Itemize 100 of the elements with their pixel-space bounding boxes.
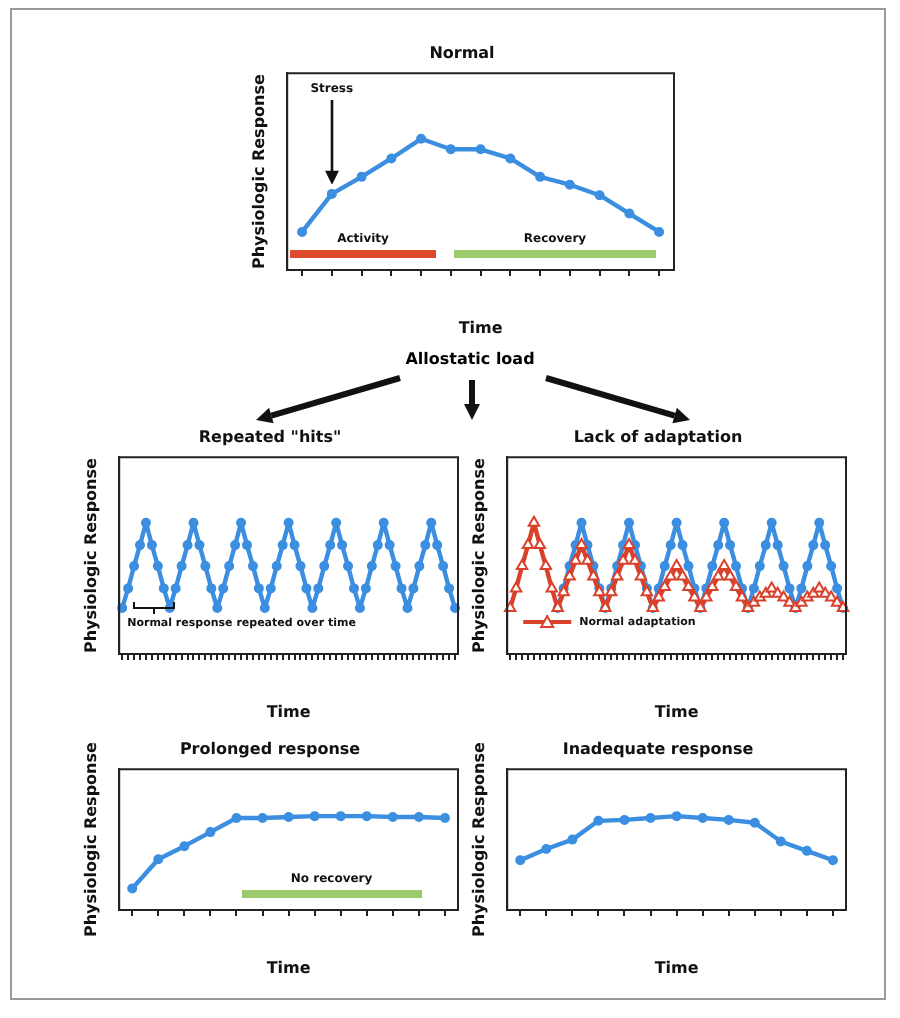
point	[683, 561, 694, 572]
point	[622, 538, 636, 550]
point	[659, 561, 670, 572]
point	[619, 814, 630, 825]
point	[707, 561, 718, 572]
point	[182, 540, 193, 551]
point	[176, 561, 187, 572]
point	[444, 583, 455, 594]
point	[402, 603, 413, 614]
point	[259, 603, 270, 614]
point	[188, 517, 199, 528]
point	[784, 583, 795, 594]
point	[814, 517, 825, 528]
point	[354, 603, 365, 614]
point	[535, 171, 546, 182]
y-axis-title: Physiologic Response	[81, 741, 100, 938]
point	[564, 179, 575, 190]
point	[396, 583, 407, 594]
point	[297, 226, 308, 237]
y-axis-title: Physiologic Response	[249, 73, 268, 270]
point	[218, 583, 229, 594]
point	[719, 517, 730, 528]
point	[265, 583, 276, 594]
point	[325, 540, 336, 551]
point	[824, 590, 838, 602]
point	[569, 553, 582, 565]
chart-title: Inadequate response	[562, 739, 755, 758]
point	[760, 540, 771, 551]
y-axis-title: Physiologic Response	[469, 741, 488, 938]
point	[593, 815, 604, 826]
point	[700, 590, 713, 602]
point	[624, 208, 635, 219]
point	[729, 580, 743, 592]
point	[283, 812, 294, 823]
point	[754, 561, 765, 572]
point	[682, 580, 695, 592]
point	[307, 603, 318, 614]
point	[748, 583, 759, 594]
point	[414, 561, 425, 572]
point	[426, 517, 437, 528]
point	[247, 561, 258, 572]
point	[438, 561, 449, 572]
point	[289, 540, 300, 551]
point	[624, 517, 635, 528]
point	[335, 811, 346, 822]
point	[361, 811, 372, 822]
y-axis-title: Physiologic Response	[81, 457, 100, 654]
point	[772, 540, 783, 551]
point	[200, 561, 211, 572]
point	[731, 561, 742, 572]
point	[348, 583, 359, 594]
y-axis-title: Physiologic Response	[469, 457, 488, 654]
point	[677, 540, 688, 551]
point	[645, 813, 656, 824]
point	[749, 817, 760, 828]
point	[360, 583, 371, 594]
point	[567, 834, 578, 845]
point	[671, 811, 682, 822]
point	[515, 855, 526, 866]
point	[439, 813, 450, 824]
point	[378, 517, 389, 528]
point	[725, 540, 736, 551]
point	[775, 836, 786, 847]
point	[236, 517, 247, 528]
point	[832, 583, 843, 594]
text: Allostatic load	[403, 350, 537, 368]
point	[563, 569, 576, 581]
point	[576, 517, 587, 528]
point	[230, 540, 241, 551]
point	[212, 603, 223, 614]
point	[616, 553, 630, 565]
point	[416, 133, 427, 144]
point	[587, 569, 600, 581]
point	[808, 540, 819, 551]
point	[717, 559, 731, 571]
point	[179, 841, 190, 852]
point	[723, 569, 737, 581]
point	[509, 581, 523, 593]
point	[521, 538, 535, 550]
point	[575, 538, 588, 550]
point	[271, 561, 282, 572]
point	[826, 561, 837, 572]
point	[610, 569, 624, 581]
point	[420, 540, 431, 551]
point	[723, 814, 734, 825]
point	[356, 171, 367, 182]
point	[387, 812, 398, 823]
point	[766, 517, 777, 528]
point	[665, 540, 676, 551]
point	[194, 540, 205, 551]
point	[123, 583, 134, 594]
point	[337, 540, 348, 551]
point	[697, 813, 708, 824]
point	[830, 595, 844, 607]
chart-title: Prolonged response	[179, 739, 362, 758]
point	[283, 517, 294, 528]
point	[253, 583, 264, 594]
point	[277, 540, 288, 551]
point	[541, 843, 552, 854]
point	[802, 561, 813, 572]
